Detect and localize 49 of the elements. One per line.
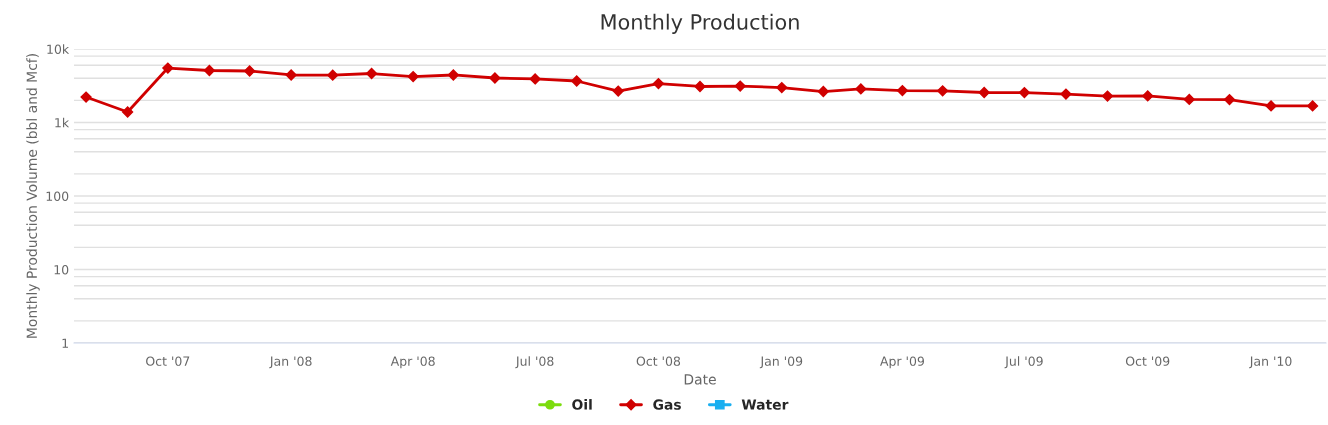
y-tick-label: 10 (54, 264, 69, 275)
point (1101, 90, 1114, 102)
point (1306, 100, 1319, 112)
point (162, 62, 174, 74)
point (896, 84, 909, 97)
x-tick-label: Apr '08 (390, 356, 435, 369)
point (1183, 93, 1195, 106)
y-tick-label: 1k (55, 117, 70, 128)
x-tick-label: Oct '07 (146, 356, 190, 366)
point (734, 80, 746, 92)
x-tick-label: Jul '09 (1004, 356, 1043, 369)
point (855, 83, 867, 95)
point (1142, 90, 1154, 102)
point (694, 80, 706, 93)
point (447, 69, 459, 81)
point (243, 65, 256, 77)
x-tick-label: Apr '09 (880, 356, 924, 369)
point (571, 75, 583, 87)
point (489, 72, 501, 84)
point (529, 73, 541, 85)
y-tick-label: 1 (62, 338, 68, 348)
point (612, 85, 624, 97)
chart-title: Monthly Production (601, 13, 799, 34)
x-tick-label: Jan '08 (269, 356, 312, 369)
x-tick-label: Oct '09 (1125, 356, 1170, 366)
point (937, 85, 949, 97)
point (327, 69, 339, 81)
x-tick-label: Jan '09 (759, 356, 803, 369)
point (776, 81, 788, 94)
point (652, 77, 665, 90)
x-tick-label: Oct '08 (636, 356, 681, 366)
point (285, 69, 297, 81)
legend-label: Oil (572, 399, 592, 410)
x-axis-title: Date (684, 374, 716, 385)
point (1018, 87, 1030, 99)
point (1223, 93, 1236, 106)
y-axis-title: Monthly Production Volume (bbl and Mcf) (26, 54, 40, 338)
y-tick-label: 10k (47, 44, 70, 54)
point (817, 85, 829, 98)
x-tick-label: Jan '10 (1249, 356, 1292, 369)
point (122, 106, 134, 118)
legend-label: Water (741, 399, 789, 410)
point (203, 64, 215, 77)
x-tick-label: Jul '08 (515, 356, 554, 369)
point (365, 67, 378, 80)
point (978, 86, 990, 99)
y-tick-label: 100 (46, 191, 69, 201)
point (407, 70, 419, 83)
legend-label: Gas (653, 399, 681, 410)
